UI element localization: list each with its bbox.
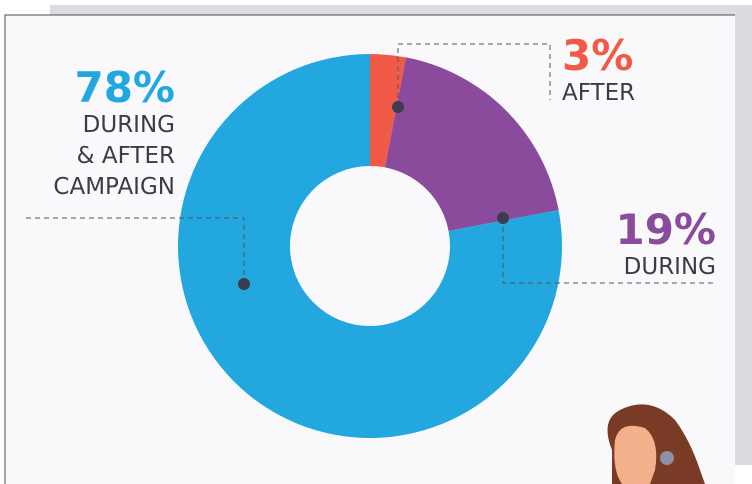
- leader-dot: [497, 212, 509, 224]
- percent-label: 78%: [53, 66, 175, 110]
- slice-label: 78%DURING & AFTER CAMPAIGN: [53, 66, 175, 203]
- slice-label: 3%AFTER: [562, 34, 635, 109]
- slice-label: 19%DURING: [615, 208, 716, 283]
- percent-label: 19%: [615, 208, 716, 252]
- face: [614, 426, 656, 484]
- page: 3%AFTER 19%DURING 78%DURING & AFTER CAMPAI…: [0, 0, 752, 484]
- hair-tie: [660, 451, 674, 465]
- category-label: DURING: [615, 252, 716, 283]
- percent-label: 3%: [562, 34, 635, 78]
- leader-dot: [238, 278, 250, 290]
- leader-dot: [392, 101, 404, 113]
- category-label: AFTER: [562, 78, 635, 109]
- category-label: DURING & AFTER CAMPAIGN: [53, 110, 175, 203]
